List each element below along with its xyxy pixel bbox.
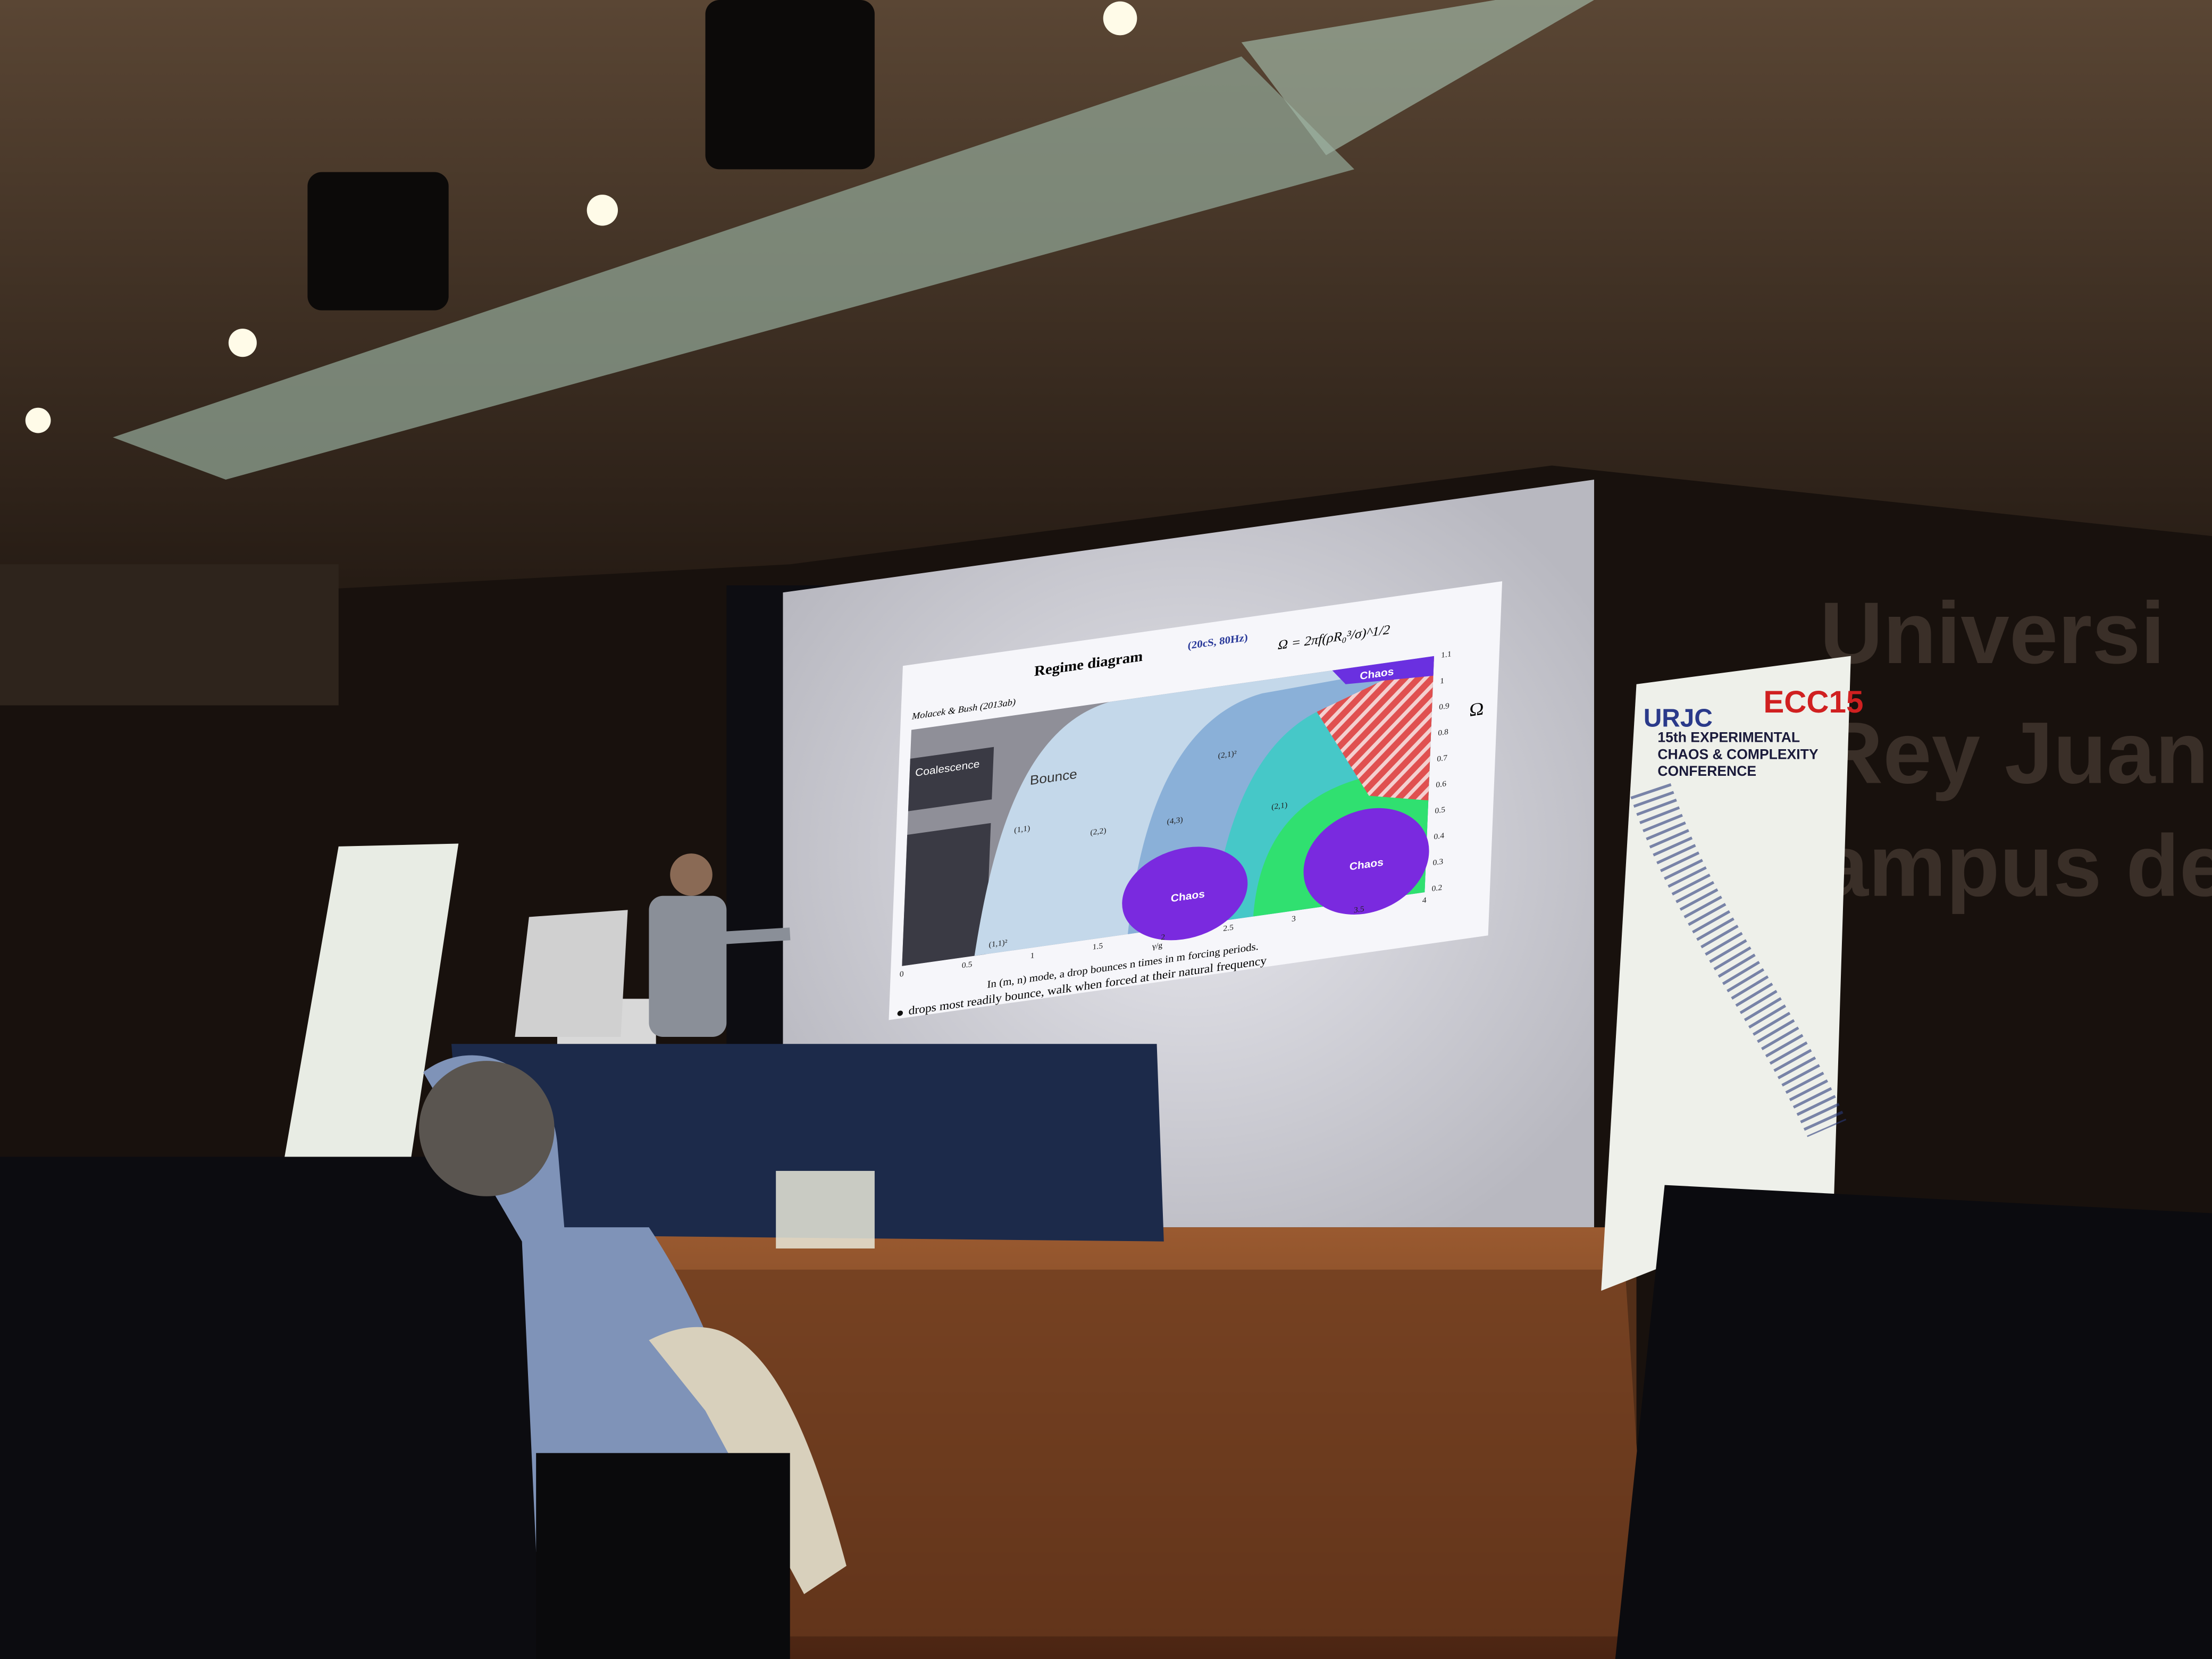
region-hatched bbox=[1317, 656, 1434, 801]
y-ticks: 1.1 1 0.9 0.8 0.7 0.6 0.5 0.4 0.3 0.2 bbox=[1431, 650, 1452, 893]
ceiling-light bbox=[228, 329, 257, 357]
presenter-arm bbox=[719, 927, 791, 945]
x-tick-label: 4 bbox=[1422, 896, 1427, 906]
audience-head bbox=[418, 1061, 555, 1196]
y-tick-label: 0.3 bbox=[1432, 857, 1444, 867]
mode-label: (4,3) bbox=[1167, 815, 1183, 826]
ceiling bbox=[0, 0, 2212, 607]
wall-text: Universi bbox=[1820, 584, 2165, 682]
y-tick-label: 0.6 bbox=[1436, 780, 1447, 790]
y-tick-label: 1.1 bbox=[1441, 650, 1452, 660]
light-rail bbox=[113, 56, 1354, 480]
wall-text: Rey Juan bbox=[1820, 703, 2208, 801]
presenter-body bbox=[649, 895, 727, 1037]
ceiling-light bbox=[1103, 1, 1137, 36]
mode-label: (2,2) bbox=[1090, 826, 1107, 837]
x-tick-label: 2.5 bbox=[1223, 923, 1234, 933]
wall-text: ampus de bbox=[1820, 817, 2212, 915]
ceiling-light bbox=[586, 195, 618, 226]
x-axis-label: γ/g bbox=[1152, 941, 1163, 951]
x-tick-label: 3.5 bbox=[1354, 904, 1365, 915]
region-chaos bbox=[1303, 808, 1429, 915]
speaker bbox=[705, 0, 875, 170]
slide: Regime diagram (20cS, 80Hz) Ω = 2πf(ρR₀³… bbox=[889, 581, 1503, 1020]
banner-title: 15th EXPERIMENTAL CHAOS & COMPLEXITY CON… bbox=[1657, 731, 1819, 781]
banner-title-box: 15th EXPERIMENTAL CHAOS & COMPLEXITY CON… bbox=[1657, 731, 1819, 781]
table bbox=[451, 1044, 1164, 1242]
mode-label: (1,1) bbox=[1014, 824, 1030, 835]
y-tick-label: 0.2 bbox=[1431, 883, 1442, 893]
flowers bbox=[776, 1171, 875, 1249]
region-coalescence bbox=[902, 823, 991, 966]
right-banner: URJC ECC15 15th EXPERIMENTAL CHAOS & COM… bbox=[1601, 656, 1863, 1291]
banner-brand: ECC15 bbox=[1763, 685, 1863, 719]
banner-logo: URJC bbox=[1644, 704, 1713, 732]
x-tick-label: 0.5 bbox=[961, 960, 973, 970]
plot: Coalescence Bounce Chaos Chaos Chaos (1,… bbox=[902, 656, 1434, 966]
x-tick-label: 1 bbox=[1030, 951, 1035, 960]
y-tick-label: 0.8 bbox=[1438, 727, 1449, 738]
x-tick-label: 2 bbox=[1161, 933, 1166, 942]
banner-graphic bbox=[1630, 783, 1847, 1137]
x-tick-label: 1.5 bbox=[1092, 942, 1103, 952]
audience-seat bbox=[536, 1453, 790, 1659]
x-ticks: 0 0.5 1 1.5 2 2.5 3 3.5 4 bbox=[899, 896, 1427, 979]
y-axis-label: Ω bbox=[1469, 698, 1485, 720]
mode-label: (2,1)² bbox=[1218, 749, 1237, 760]
mode-label: (1,1)² bbox=[988, 938, 1008, 949]
x-tick-label: 0 bbox=[899, 969, 904, 979]
left-banner bbox=[282, 843, 459, 1171]
mode-label: (2,1) bbox=[1271, 801, 1288, 812]
x-tick-label: 3 bbox=[1292, 914, 1296, 924]
wall-vents bbox=[0, 564, 339, 706]
audience-seat bbox=[0, 1157, 537, 1659]
y-tick-label: 0.5 bbox=[1435, 805, 1446, 815]
region-coalescence bbox=[908, 747, 994, 811]
wall-sign: Universi Rey Juan ampus de bbox=[1820, 584, 2212, 915]
y-tick-label: 0.9 bbox=[1439, 701, 1450, 711]
flipchart bbox=[515, 910, 628, 1037]
ceiling-light bbox=[25, 407, 51, 433]
bullet-dot bbox=[897, 1010, 903, 1016]
speaker bbox=[307, 172, 449, 311]
y-tick-label: 1 bbox=[1440, 676, 1445, 685]
light-rail bbox=[1241, 0, 1594, 155]
mode-labels: (1,1) (2,2) (4,3) (2,1)² (1,1)² (2,1) bbox=[988, 749, 1288, 950]
y-tick-label: 0.4 bbox=[1434, 831, 1445, 841]
foreground-seat bbox=[1615, 1185, 2212, 1659]
presenter-head bbox=[670, 853, 713, 896]
region-chaos bbox=[1122, 847, 1248, 941]
y-tick-label: 0.7 bbox=[1437, 753, 1448, 764]
region-chaos bbox=[1332, 656, 1434, 684]
